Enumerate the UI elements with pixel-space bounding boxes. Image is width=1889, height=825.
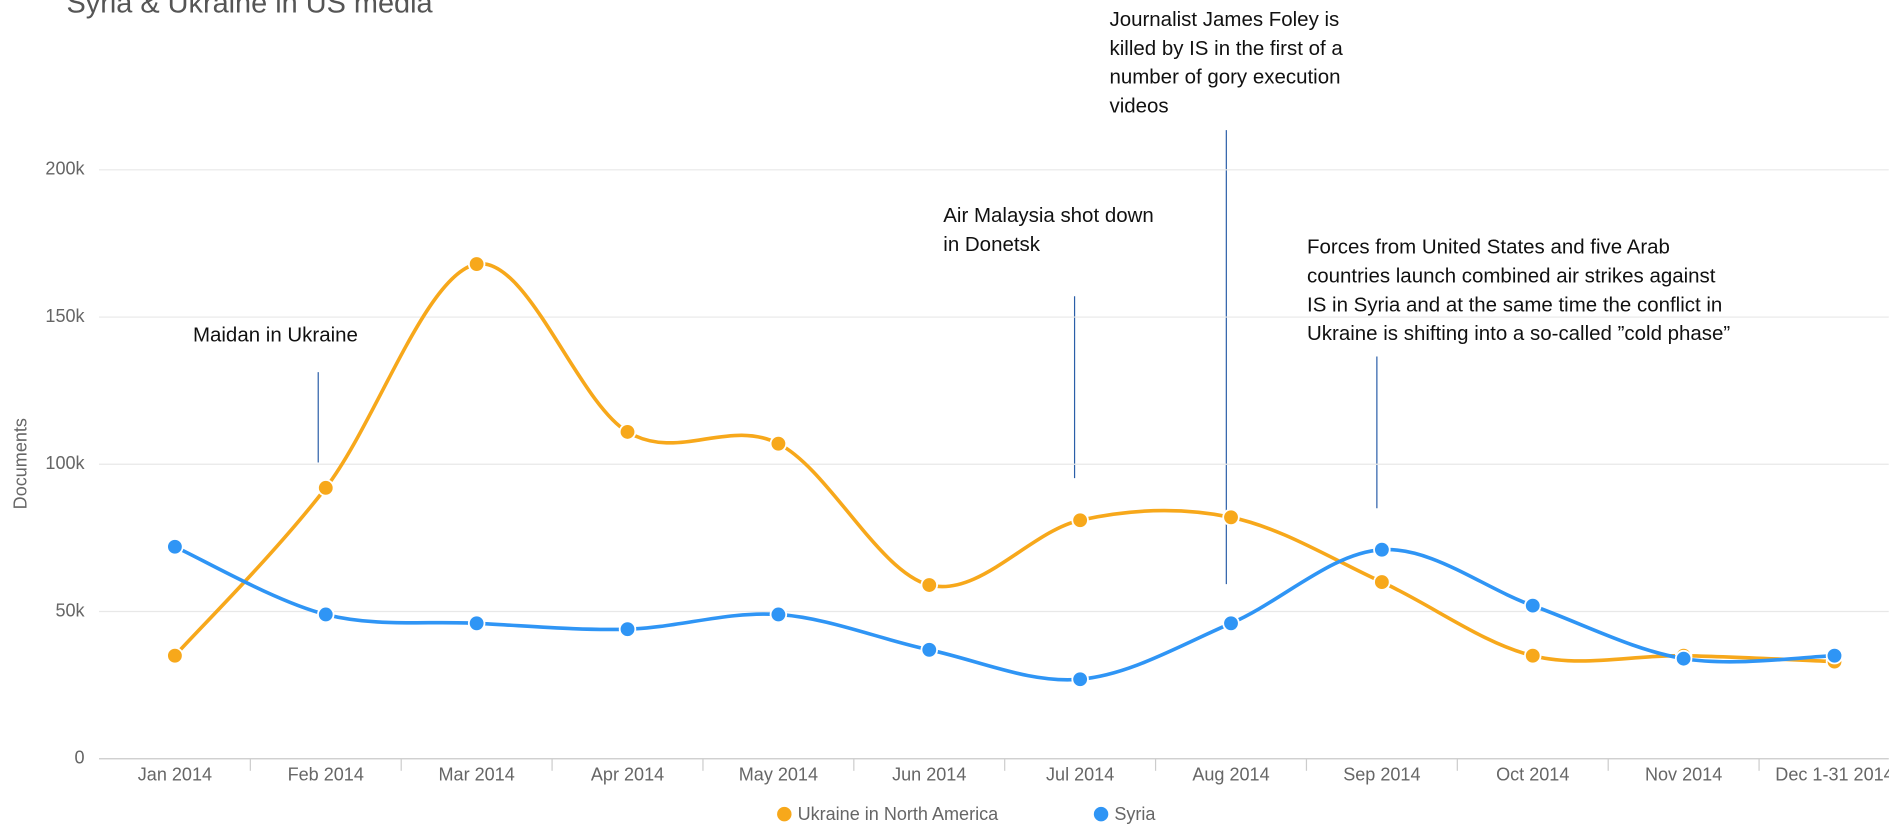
data-point [1373,573,1391,591]
y-tick-label: 150k [45,306,85,326]
y-tick-label: 0 [75,748,85,768]
x-tick-label: Jul 2014 [1046,764,1114,784]
x-tick-label: Jan 2014 [138,764,212,784]
x-tick-label: May 2014 [739,764,818,784]
data-point [166,646,184,665]
data-point [317,479,335,497]
y-tick-label: 100k [45,453,85,473]
data-point [769,605,788,624]
legend-label: Ukraine in North America [798,804,1000,824]
annotation: countries launch combined air strikes ag… [1307,264,1716,287]
x-tick-label: Nov 2014 [1645,764,1722,784]
data-point [317,605,335,624]
x-tick-label: Jun 2014 [892,764,966,784]
x-tick-label: Oct 2014 [1496,764,1569,784]
y-axis-title: Documents [11,418,31,509]
x-tick-label: Aug 2014 [1192,764,1269,784]
data-point [1825,646,1844,665]
data-point [1071,670,1089,688]
annotation: in Donetsk [943,233,1040,256]
data-point [920,576,938,594]
chart-title: Syria & Ukraine in US media [67,0,434,19]
legend-marker [1093,806,1109,822]
annotation: videos [1109,95,1168,118]
annotation: killed by IS in the first of a [1109,37,1343,60]
annotation: number of gory execution [1109,66,1340,89]
x-tick-label: Mar 2014 [439,764,515,784]
legend-label: Syria [1114,804,1156,824]
x-tick-label: Apr 2014 [591,764,664,784]
data-point [1071,511,1089,529]
annotation: Ukraine is shifting into a so-called ”co… [1307,322,1730,345]
data-point [920,641,938,659]
data-point [467,614,486,633]
data-point [1524,596,1542,615]
annotation: Journalist James Foley is [1109,8,1339,31]
y-tick-label: 200k [45,159,85,179]
data-point [1373,540,1391,559]
y-tick-label: 50k [55,600,85,620]
data-point [1674,649,1693,668]
annotation: Maidan in Ukraine [193,323,358,346]
data-point [1222,614,1240,633]
data-point [1222,508,1240,527]
data-point [769,434,788,453]
x-tick-label: Feb 2014 [288,764,364,784]
legend-marker [777,806,792,822]
data-point [618,423,637,441]
annotation: IS in Syria and at the same time the con… [1307,293,1722,316]
data-point [1524,646,1542,665]
x-tick-label: Dec 1-31 2014 [1775,764,1889,784]
annotation: Air Malaysia shot down [943,204,1153,227]
data-point [166,538,184,556]
annotation: Forces from United States and five Arab [1307,236,1670,259]
data-point [618,620,637,638]
data-point [467,255,486,273]
series-line [174,545,1835,682]
x-tick-label: Sep 2014 [1343,764,1420,784]
